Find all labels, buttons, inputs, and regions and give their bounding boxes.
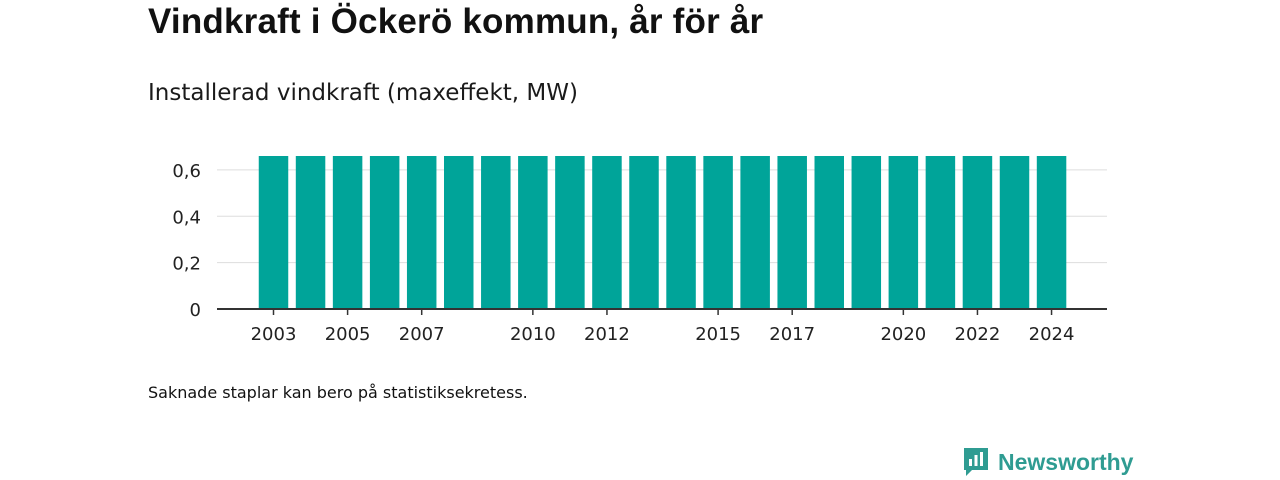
bar-2009 [481,156,511,309]
x-tick-label: 2005 [325,324,371,345]
bar-2007 [406,156,437,309]
x-tick-label: 2003 [251,324,297,345]
x-tick-label: 2017 [769,324,815,345]
grid-lines [217,169,1107,264]
bar-2017 [777,156,807,309]
brand-logo: Newsworthy [962,446,1133,478]
bar-2015 [703,156,733,309]
x-tick-label: 2007 [399,324,445,345]
bar-2014 [666,156,696,309]
bars [258,156,1067,309]
bar-2013 [629,156,659,309]
bar-2006 [369,156,400,309]
y-tick-label: 0,2 [172,254,201,275]
bar-2020 [888,156,919,309]
bar-2004 [295,156,326,309]
y-tick-label: 0,6 [172,161,201,182]
bar-2018 [814,156,844,309]
bar-2021 [925,156,956,309]
x-tick-label: 2015 [695,324,741,345]
newsworthy-logo-icon [964,448,988,476]
bar-2011 [555,156,585,309]
bar-2019 [851,156,882,309]
x-tick-label: 2012 [584,324,630,345]
x-tick-label: 2024 [1029,324,1075,345]
x-tick-label: 2010 [510,324,556,345]
bar-2024 [1036,156,1067,309]
bar-2012 [592,156,622,309]
bar-2008 [444,156,474,309]
bar-2016 [740,156,770,309]
bar-2022 [962,156,993,309]
y-tick-label: 0 [190,300,201,321]
bar-2005 [332,156,363,309]
brand-name: Newsworthy [998,448,1134,475]
chart-title: Vindkraft i Öckerö kommun, år för år [148,2,764,41]
bar-2023 [999,156,1030,309]
x-tick-label: 2020 [880,324,926,345]
y-tick-label: 0,4 [172,207,201,228]
x-axis-ticks: 2003 2005 2007 2010 2012 2015 2017 2020 2022 2024 [251,309,1075,345]
chart-subtitle: Installerad vindkraft (maxeffekt, MW) [148,80,578,106]
footnote: Saknade staplar kan bero på statistiksek… [148,383,528,402]
x-tick-label: 2022 [955,324,1001,345]
y-axis-ticks: 0 0,2 0,4 0,6 [172,161,201,321]
bar-2003 [258,156,289,309]
bar-2010 [518,156,548,309]
